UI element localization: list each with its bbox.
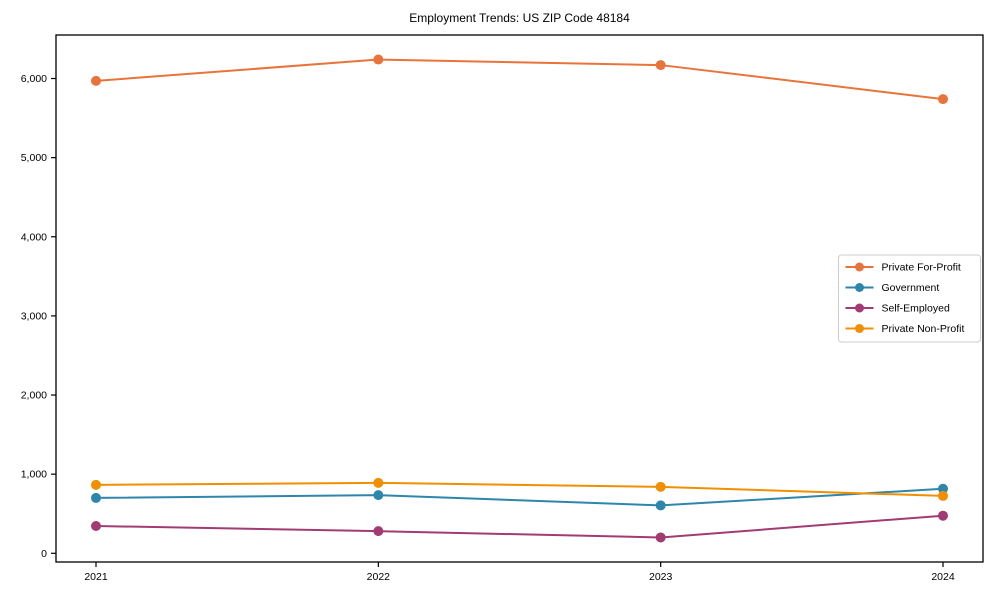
data-point-self-employed-2024	[938, 510, 948, 521]
y-tick-label: 0	[41, 548, 47, 560]
y-tick-label: 2,000	[21, 390, 47, 402]
data-point-government-2023	[655, 500, 666, 511]
data-point-private-for-profit-2022	[373, 54, 384, 65]
y-tick-label: 1,000	[21, 469, 47, 481]
y-tick-label: 6,000	[21, 73, 47, 85]
x-tick-label: 2024	[931, 571, 955, 583]
series-line-private-for-profit	[95, 58, 944, 101]
x-tick-label: 2022	[367, 571, 391, 583]
legend-marker	[855, 262, 864, 272]
data-point-private-non-profit-2024	[938, 490, 948, 501]
data-point-self-employed-2021	[91, 520, 101, 531]
data-point-private-for-profit-2021	[91, 75, 101, 86]
series-line-government	[95, 487, 944, 507]
x-tick-label: 2021	[84, 571, 108, 583]
data-point-private-non-profit-2021	[91, 479, 101, 490]
data-point-private-non-profit-2022	[373, 477, 384, 488]
y-tick-label: 5,000	[21, 152, 47, 164]
data-point-government-2022	[373, 490, 384, 501]
legend-label: Government	[882, 282, 940, 294]
plot-area: 0 1,000 2,000 3,000 4,000 5,000 6,000 2021 2022 2…	[21, 34, 984, 583]
data-point-self-employed-2023	[655, 532, 666, 543]
axis-frame	[55, 34, 984, 563]
legend-marker	[855, 283, 864, 292]
data-point-private-for-profit-2024	[938, 94, 948, 105]
data-point-government-2021	[91, 492, 101, 503]
y-tick-label: 4,000	[21, 231, 47, 243]
legend-marker	[855, 303, 864, 313]
data-point-private-for-profit-2023	[655, 60, 666, 71]
legend-label: Private Non-Profit	[882, 323, 965, 335]
legend-marker	[855, 324, 864, 333]
legend-entry-private-for-profit: Private For-Profit	[845, 262, 961, 274]
x-tick-label: 2023	[649, 571, 673, 583]
legend-label: Private For-Profit	[882, 262, 961, 274]
legend-entry-private-non-profit: Private Non-Profit	[845, 323, 965, 335]
legend-entry-self-employed: Self-Employed	[845, 303, 950, 315]
legend-box	[838, 254, 981, 343]
data-point-government-2024	[938, 483, 948, 494]
legend-entry-government: Government	[845, 282, 940, 294]
legend-label: Self-Employed	[882, 303, 950, 315]
data-point-self-employed-2022	[373, 526, 384, 537]
chart-title: Employment Trends: US ZIP Code 48184	[409, 11, 630, 25]
data-point-private-non-profit-2023	[655, 481, 666, 492]
series-line-self-employed	[95, 514, 944, 539]
y-tick-label: 3,000	[21, 310, 47, 322]
chart-legend: Private For-Profit Government Self-Employe…	[838, 254, 981, 343]
series-line-private-non-profit	[95, 481, 944, 497]
